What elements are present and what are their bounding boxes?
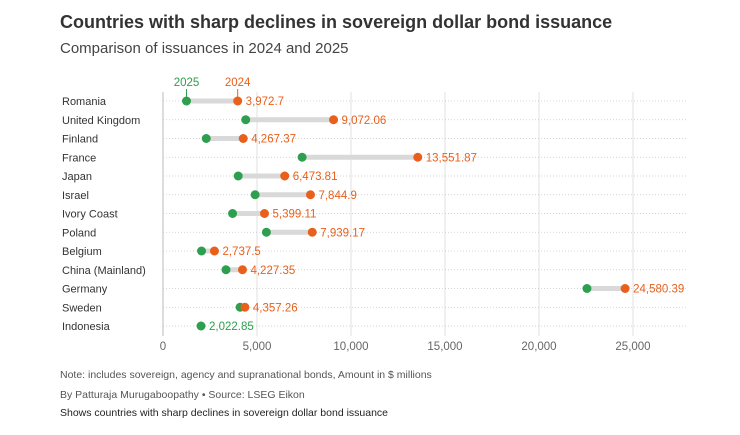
- x-tick-label: 10,000: [333, 341, 368, 353]
- category-label: United Kingdom: [62, 115, 140, 127]
- chart-note: Note: includes sovereign, agency and sup…: [60, 369, 432, 381]
- point-2024: [305, 190, 315, 200]
- chart-description: Shows countries with sharp declines in s…: [60, 407, 389, 419]
- data-label: 5,399.11: [273, 209, 317, 221]
- x-tick-label: 15,000: [427, 341, 462, 353]
- category-label: Germany: [62, 284, 108, 296]
- point-2025: [250, 190, 260, 200]
- legend-2024: 2024: [225, 77, 251, 89]
- chart-subtitle: Comparison of issuances in 2024 and 2025: [60, 40, 349, 57]
- data-label: 3,972.7: [246, 96, 284, 108]
- point-2024: [329, 115, 339, 125]
- category-label: Israel: [62, 190, 89, 202]
- chart-byline: By Patturaja Murugaboopathy • Source: LS…: [60, 389, 305, 401]
- point-2025: [221, 265, 231, 275]
- point-2024: [260, 209, 270, 218]
- data-label: 4,227.35: [250, 265, 295, 277]
- x-tick-label: 25,000: [615, 341, 650, 353]
- x-tick-label: 20,000: [521, 341, 556, 353]
- point-2025: [261, 227, 271, 237]
- category-label: Indonesia: [62, 321, 111, 333]
- point-2024: [233, 96, 243, 106]
- data-label: 4,357.26: [253, 302, 298, 314]
- data-label: 7,844.9: [318, 190, 356, 202]
- category-label: Poland: [62, 227, 96, 239]
- data-label: 2,022.85: [209, 321, 254, 333]
- data-label: 9,072.06: [342, 115, 387, 127]
- point-2024: [307, 227, 317, 237]
- point-2024: [237, 265, 247, 275]
- legend-2025: 2025: [174, 77, 200, 89]
- category-label: Japan: [62, 171, 92, 183]
- category-label: Belgium: [62, 246, 102, 258]
- point-2024: [209, 246, 219, 256]
- point-2024: [280, 171, 290, 181]
- category-label: China (Mainland): [62, 265, 146, 277]
- point-2025: [182, 96, 191, 106]
- data-label: 6,473.81: [293, 171, 338, 183]
- category-label: Ivory Coast: [62, 209, 118, 221]
- data-label: 7,939.17: [320, 227, 365, 239]
- point-2024: [238, 134, 248, 143]
- x-tick-label: 0: [160, 341, 166, 353]
- point-2025: [233, 171, 243, 181]
- category-label: Romania: [62, 96, 107, 108]
- point-2025: [582, 284, 592, 293]
- point-2024: [620, 284, 630, 293]
- point-2024: [413, 152, 423, 162]
- category-label: Finland: [62, 134, 98, 146]
- point-2025: [297, 152, 307, 162]
- data-label: 4,267.37: [251, 134, 296, 146]
- point-2025: [196, 321, 206, 331]
- point-2025: [197, 246, 207, 256]
- point-2024: [240, 302, 250, 312]
- point-2025: [228, 209, 238, 218]
- data-label: 24,580.39: [633, 284, 684, 296]
- point-2025: [241, 115, 251, 125]
- point-2025: [201, 134, 211, 143]
- category-label: Sweden: [62, 302, 102, 314]
- x-tick-label: 5,000: [243, 341, 272, 353]
- category-label: France: [62, 152, 96, 164]
- chart-title: Countries with sharp declines in soverei…: [60, 12, 613, 32]
- data-label: 2,737.5: [222, 246, 260, 258]
- data-label: 13,551.87: [426, 152, 477, 164]
